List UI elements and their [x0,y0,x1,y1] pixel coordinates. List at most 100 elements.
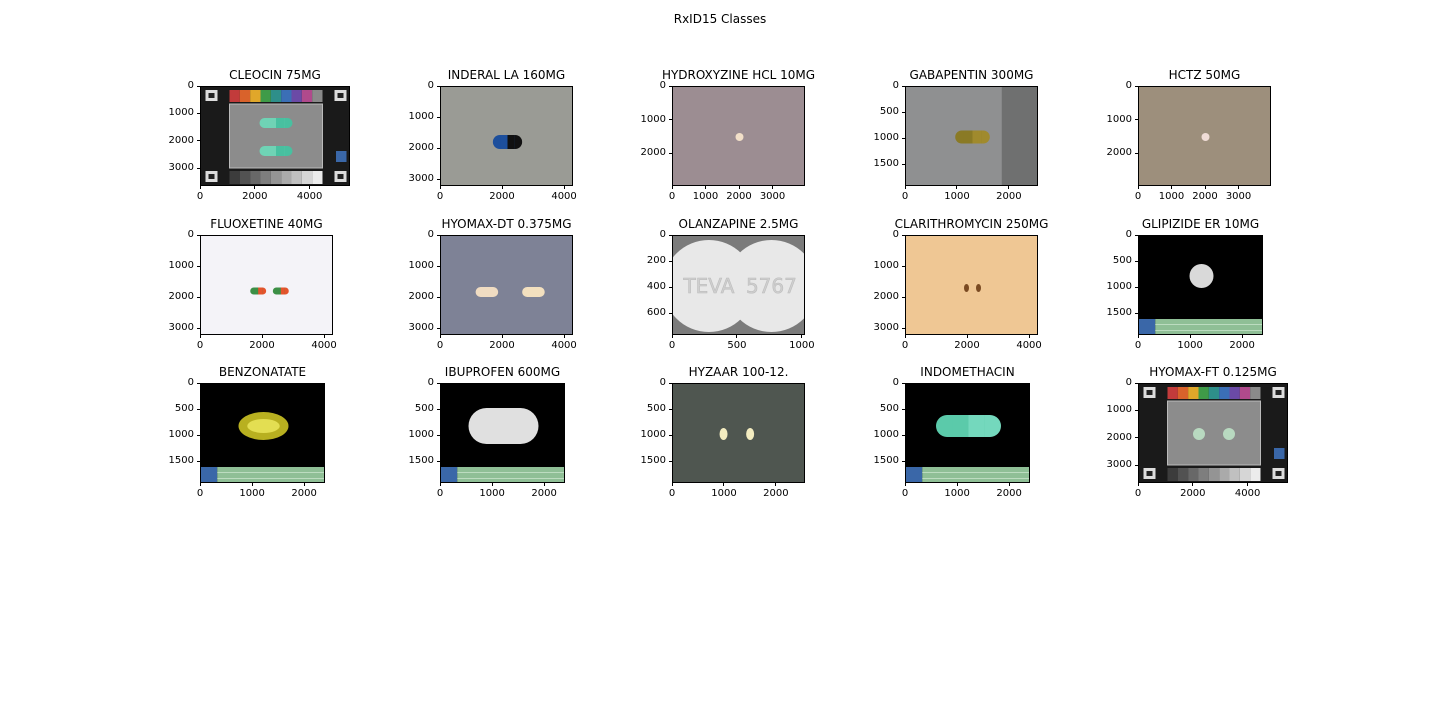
y-tick-label: 2000 [1106,431,1132,443]
y-tick-mark [669,260,672,262]
y-tick-label: 500 [879,106,899,118]
y-tick-label: 1000 [873,132,899,144]
y-tick-mark [902,434,905,436]
y-tick-mark [197,112,200,114]
subplot-2: INDERAL LA 160MG 0 2000 4000 0 1000 2000 3000 [409,68,577,202]
y-tick-mark [669,382,672,384]
y-tick-mark [437,382,440,384]
x-tick-label: 2000 [763,488,789,499]
y-tick-mark [437,408,440,410]
y-tick-mark [197,408,200,410]
y-tick-mark [669,85,672,87]
y-tick-label: 0 [427,229,434,240]
y-tick-mark [1135,409,1138,411]
x-tick-label: 1000 [1177,340,1203,351]
subplot-title: BENZONATATE [218,365,307,379]
y-tick-mark [197,460,200,462]
y-tick-mark [437,234,440,236]
subplot-8: OLANZAPINE 2.5MG TEVA 5767 0 500 1000 0 200 400 6… [647,217,815,351]
subplot-14: INDOMETHACIN 0 1000 2000 0 500 1000 1500 [874,365,1030,499]
y-tick-mark [902,137,905,139]
subplot-title: CLEOCIN 75MG [229,68,321,82]
pill-image [1138,86,1271,186]
y-tick-label: 400 [646,281,666,293]
pill-image [672,383,805,483]
y-tick-label: 0 [892,229,899,240]
y-tick-label: 1500 [168,455,194,467]
x-tick-label: 4000 [311,340,337,351]
x-tick-mark [254,186,256,189]
x-tick-mark [736,335,738,338]
y-tick-mark [902,408,905,410]
y-tick-mark [197,382,200,384]
y-tick-mark [437,116,440,118]
x-tick-label: 2000 [242,191,268,202]
y-tick-mark [437,147,440,149]
pill-photo [673,384,804,482]
y-tick-label: 0 [1125,80,1132,91]
y-tick-mark [437,434,440,436]
x-tick-label: 0 [196,340,204,351]
x-tick-label: 0 [436,340,444,351]
subplot-1: CLEOCIN 75MG 0 2000 4000 0 1000 2000 3000 [169,68,350,202]
x-tick-label: 1000 [239,488,265,499]
subplot-title: GABAPENTIN 300MG [909,68,1034,82]
y-tick-mark [669,434,672,436]
pill-photo [441,87,572,185]
y-tick-label: 500 [174,403,194,415]
x-tick-mark [671,335,673,338]
x-tick-label: 2000 [996,191,1022,202]
x-tick-mark [1171,186,1173,189]
y-tick-label: 500 [646,403,666,415]
x-tick-mark [1189,335,1191,338]
x-tick-mark [1008,186,1010,189]
x-tick-label: 0 [1134,488,1142,499]
x-tick-label: 0 [668,340,676,351]
x-tick-mark [439,483,441,486]
y-tick-mark [437,327,440,329]
y-tick-mark [1135,119,1138,121]
y-tick-mark [1135,152,1138,154]
subplot-11: BENZONATATE 0 1000 2000 0 500 1000 1500 [169,365,325,499]
y-tick-label: 1500 [1106,307,1132,319]
y-tick-label: 1000 [873,260,899,272]
y-tick-mark [902,382,905,384]
y-tick-mark [437,296,440,298]
pill-image [200,86,350,186]
x-tick-mark [1241,335,1243,338]
x-tick-mark [543,483,545,486]
x-tick-mark [303,483,305,486]
x-tick-mark [671,186,673,189]
pill-image [200,383,325,483]
x-tick-label: 1000 [1158,191,1185,202]
y-tick-mark [437,85,440,87]
x-tick-mark [1137,483,1139,486]
y-tick-mark [1135,382,1138,384]
subplot-title: INDERAL LA 160MG [447,68,566,82]
y-tick-mark [902,111,905,113]
pill-image [1138,383,1288,483]
y-tick-label: 3000 [408,173,434,185]
y-tick-label: 0 [187,377,194,388]
y-tick-mark [669,312,672,314]
y-tick-mark [437,265,440,267]
pill-image [672,86,805,186]
x-tick-label: 2000 [249,340,275,351]
pill-photo [441,236,572,334]
y-tick-mark [1135,260,1138,262]
subplot-title: HYZAAR 100-12. [688,365,789,379]
x-tick-label: 2000 [1192,191,1218,202]
x-tick-label: 0 [436,488,444,499]
y-tick-label: 500 [1112,255,1132,267]
y-tick-mark [1135,286,1138,288]
x-tick-label: 2000 [489,340,515,351]
pill-photo [1139,384,1287,482]
x-tick-mark [501,186,503,189]
x-tick-mark [1008,483,1010,486]
y-tick-mark [669,119,672,121]
x-tick-label: 0 [901,340,909,351]
y-tick-mark [197,327,200,329]
y-tick-label: 0 [427,80,434,91]
y-tick-mark [1135,85,1138,87]
y-tick-label: 1000 [408,260,434,272]
